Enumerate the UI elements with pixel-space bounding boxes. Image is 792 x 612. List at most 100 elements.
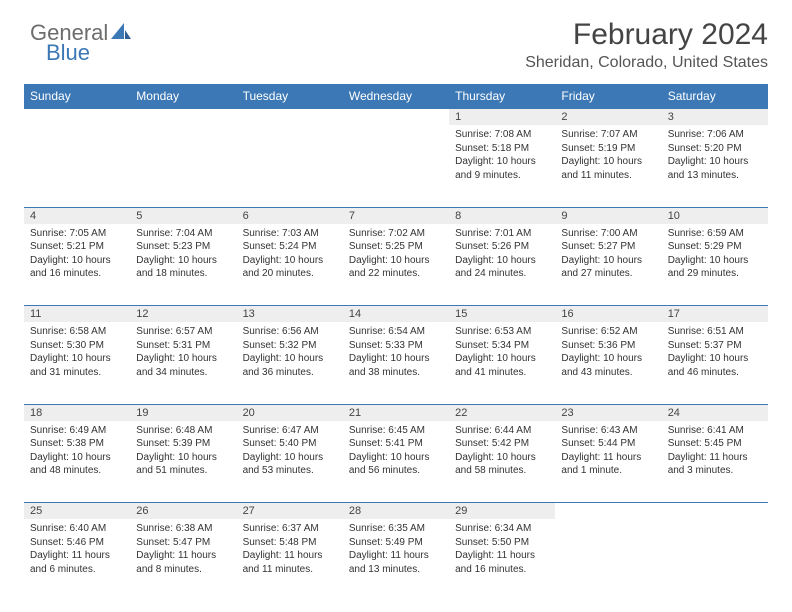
day-cell: Sunrise: 6:37 AMSunset: 5:48 PMDaylight:… (237, 519, 343, 601)
sunrise-text: Sunrise: 6:51 AM (668, 325, 762, 339)
weekday-header: Wednesday (343, 84, 449, 109)
day-cell (24, 125, 130, 207)
location-subtitle: Sheridan, Colorado, United States (24, 54, 768, 72)
day-details: Sunrise: 6:44 AMSunset: 5:42 PMDaylight:… (449, 421, 555, 484)
daylight-text: Daylight: 10 hours and 43 minutes. (561, 352, 655, 379)
day-details: Sunrise: 6:34 AMSunset: 5:50 PMDaylight:… (449, 519, 555, 582)
day-cell: Sunrise: 6:38 AMSunset: 5:47 PMDaylight:… (130, 519, 236, 601)
daylight-text: Daylight: 10 hours and 36 minutes. (243, 352, 337, 379)
sunrise-text: Sunrise: 6:43 AM (561, 424, 655, 438)
day-cell: Sunrise: 7:05 AMSunset: 5:21 PMDaylight:… (24, 224, 130, 306)
sunrise-text: Sunrise: 7:00 AM (561, 227, 655, 241)
day-number: 26 (130, 503, 236, 520)
day-details: Sunrise: 6:51 AMSunset: 5:37 PMDaylight:… (662, 322, 768, 385)
day-number-row: 18192021222324 (24, 404, 768, 421)
day-cell (662, 519, 768, 601)
day-number: 20 (237, 404, 343, 421)
sunrise-text: Sunrise: 6:44 AM (455, 424, 549, 438)
day-cell: Sunrise: 6:51 AMSunset: 5:37 PMDaylight:… (662, 322, 768, 404)
sunset-text: Sunset: 5:19 PM (561, 142, 655, 156)
sunset-text: Sunset: 5:30 PM (30, 339, 124, 353)
sunset-text: Sunset: 5:33 PM (349, 339, 443, 353)
sunset-text: Sunset: 5:29 PM (668, 240, 762, 254)
sunset-text: Sunset: 5:38 PM (30, 437, 124, 451)
sunset-text: Sunset: 5:41 PM (349, 437, 443, 451)
day-cell (343, 125, 449, 207)
daylight-text: Daylight: 10 hours and 27 minutes. (561, 254, 655, 281)
day-cell: Sunrise: 6:57 AMSunset: 5:31 PMDaylight:… (130, 322, 236, 404)
day-cell: Sunrise: 6:44 AMSunset: 5:42 PMDaylight:… (449, 421, 555, 503)
day-details: Sunrise: 6:47 AMSunset: 5:40 PMDaylight:… (237, 421, 343, 484)
daylight-text: Daylight: 11 hours and 13 minutes. (349, 549, 443, 576)
day-details: Sunrise: 7:03 AMSunset: 5:24 PMDaylight:… (237, 224, 343, 287)
day-cell: Sunrise: 7:00 AMSunset: 5:27 PMDaylight:… (555, 224, 661, 306)
sunset-text: Sunset: 5:24 PM (243, 240, 337, 254)
day-number (130, 109, 236, 126)
sunset-text: Sunset: 5:50 PM (455, 536, 549, 550)
sunset-text: Sunset: 5:37 PM (668, 339, 762, 353)
day-number: 5 (130, 207, 236, 224)
daylight-text: Daylight: 10 hours and 41 minutes. (455, 352, 549, 379)
daylight-text: Daylight: 10 hours and 22 minutes. (349, 254, 443, 281)
day-number: 6 (237, 207, 343, 224)
day-cell: Sunrise: 6:48 AMSunset: 5:39 PMDaylight:… (130, 421, 236, 503)
day-cell: Sunrise: 7:06 AMSunset: 5:20 PMDaylight:… (662, 125, 768, 207)
weekday-header: Sunday (24, 84, 130, 109)
sunrise-text: Sunrise: 6:52 AM (561, 325, 655, 339)
sunset-text: Sunset: 5:34 PM (455, 339, 549, 353)
day-body-row: Sunrise: 7:05 AMSunset: 5:21 PMDaylight:… (24, 224, 768, 306)
day-details: Sunrise: 6:57 AMSunset: 5:31 PMDaylight:… (130, 322, 236, 385)
day-number: 2 (555, 109, 661, 126)
day-details: Sunrise: 6:40 AMSunset: 5:46 PMDaylight:… (24, 519, 130, 582)
daylight-text: Daylight: 10 hours and 56 minutes. (349, 451, 443, 478)
daylight-text: Daylight: 10 hours and 34 minutes. (136, 352, 230, 379)
day-number: 28 (343, 503, 449, 520)
sunset-text: Sunset: 5:27 PM (561, 240, 655, 254)
day-number (343, 109, 449, 126)
daylight-text: Daylight: 10 hours and 20 minutes. (243, 254, 337, 281)
day-cell (237, 125, 343, 207)
day-number: 4 (24, 207, 130, 224)
day-details: Sunrise: 6:45 AMSunset: 5:41 PMDaylight:… (343, 421, 449, 484)
day-cell: Sunrise: 6:59 AMSunset: 5:29 PMDaylight:… (662, 224, 768, 306)
sunrise-text: Sunrise: 6:35 AM (349, 522, 443, 536)
daylight-text: Daylight: 10 hours and 24 minutes. (455, 254, 549, 281)
day-number-row: 2526272829 (24, 503, 768, 520)
sunset-text: Sunset: 5:49 PM (349, 536, 443, 550)
sunset-text: Sunset: 5:42 PM (455, 437, 549, 451)
day-details: Sunrise: 7:05 AMSunset: 5:21 PMDaylight:… (24, 224, 130, 287)
day-number: 1 (449, 109, 555, 126)
day-body-row: Sunrise: 7:08 AMSunset: 5:18 PMDaylight:… (24, 125, 768, 207)
day-cell: Sunrise: 6:43 AMSunset: 5:44 PMDaylight:… (555, 421, 661, 503)
daylight-text: Daylight: 10 hours and 38 minutes. (349, 352, 443, 379)
sunrise-text: Sunrise: 7:04 AM (136, 227, 230, 241)
daylight-text: Daylight: 10 hours and 51 minutes. (136, 451, 230, 478)
day-details: Sunrise: 6:43 AMSunset: 5:44 PMDaylight:… (555, 421, 661, 484)
day-number: 21 (343, 404, 449, 421)
weekday-header: Friday (555, 84, 661, 109)
day-number: 8 (449, 207, 555, 224)
day-cell: Sunrise: 6:40 AMSunset: 5:46 PMDaylight:… (24, 519, 130, 601)
day-number (662, 503, 768, 520)
daylight-text: Daylight: 11 hours and 3 minutes. (668, 451, 762, 478)
day-number (555, 503, 661, 520)
day-details: Sunrise: 7:00 AMSunset: 5:27 PMDaylight:… (555, 224, 661, 287)
daylight-text: Daylight: 10 hours and 16 minutes. (30, 254, 124, 281)
day-body-row: Sunrise: 6:58 AMSunset: 5:30 PMDaylight:… (24, 322, 768, 404)
day-cell: Sunrise: 7:08 AMSunset: 5:18 PMDaylight:… (449, 125, 555, 207)
day-cell (555, 519, 661, 601)
day-details: Sunrise: 6:52 AMSunset: 5:36 PMDaylight:… (555, 322, 661, 385)
day-details: Sunrise: 7:07 AMSunset: 5:19 PMDaylight:… (555, 125, 661, 188)
sunrise-text: Sunrise: 6:41 AM (668, 424, 762, 438)
day-details: Sunrise: 6:53 AMSunset: 5:34 PMDaylight:… (449, 322, 555, 385)
day-details: Sunrise: 6:59 AMSunset: 5:29 PMDaylight:… (662, 224, 768, 287)
day-number: 29 (449, 503, 555, 520)
sunrise-text: Sunrise: 7:05 AM (30, 227, 124, 241)
sunset-text: Sunset: 5:47 PM (136, 536, 230, 550)
day-number: 3 (662, 109, 768, 126)
sunset-text: Sunset: 5:36 PM (561, 339, 655, 353)
sunset-text: Sunset: 5:44 PM (561, 437, 655, 451)
day-number: 14 (343, 306, 449, 323)
day-number: 19 (130, 404, 236, 421)
day-number: 13 (237, 306, 343, 323)
